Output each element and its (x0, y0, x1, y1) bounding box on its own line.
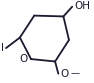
Text: I: I (1, 43, 4, 53)
Text: OH: OH (74, 1, 90, 11)
Text: —: — (70, 69, 79, 78)
Text: O: O (60, 69, 68, 79)
Text: O: O (19, 54, 28, 64)
